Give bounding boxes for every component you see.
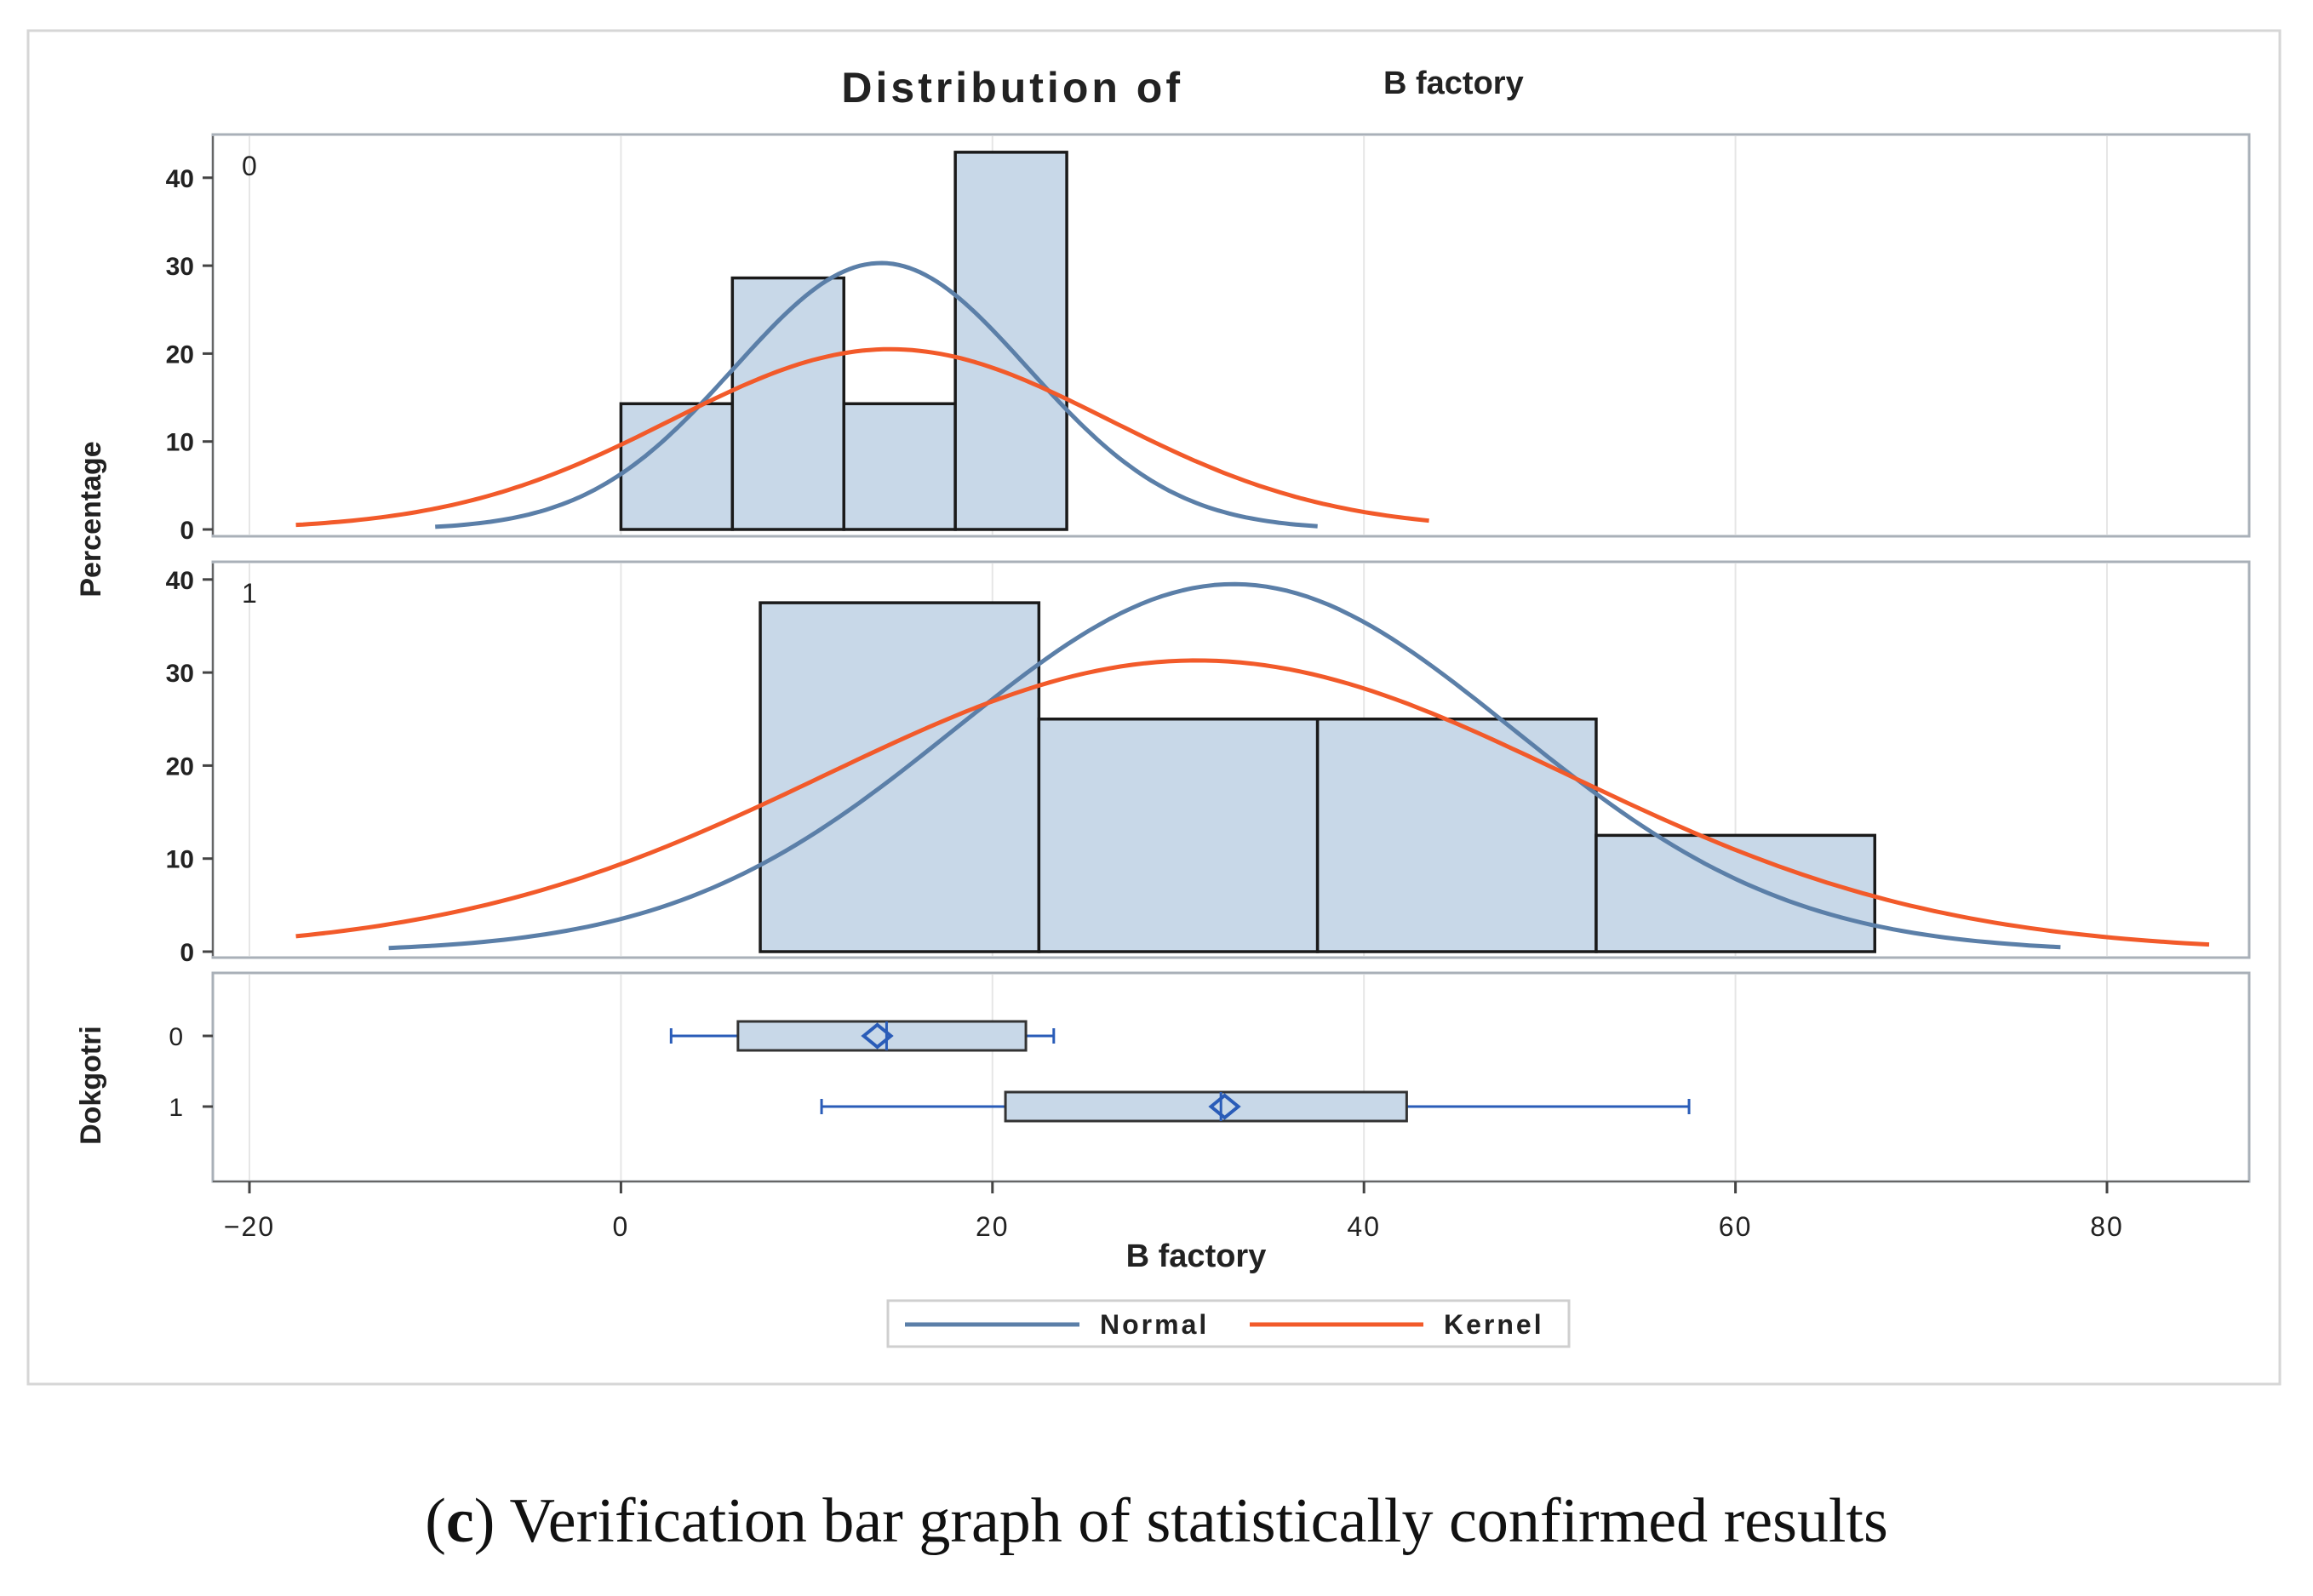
panel-0-y-tick-label-40: 40 xyxy=(166,165,194,193)
figure-caption: (c) Verification bar graph of statistica… xyxy=(425,1486,1888,1556)
panel-0-bar-3 xyxy=(953,151,1068,531)
x-tick-label-40: 40 xyxy=(1347,1211,1381,1242)
bars-layer xyxy=(619,151,1876,953)
boxplot-y-axis-label: Dokgotri xyxy=(75,1026,107,1145)
panel-1-y-tick-label-0: 0 xyxy=(180,939,194,967)
boxplot-y-tick-label-1: 1 xyxy=(169,1094,183,1122)
panel-0-bar-1 xyxy=(730,276,845,531)
chart-title-variable: B factory xyxy=(1383,66,1524,101)
panel-0-kernel-curve xyxy=(295,346,1429,528)
boxplot-layer xyxy=(669,1020,1691,1123)
box-0-mean-marker xyxy=(861,1022,894,1050)
box-1-iqr xyxy=(1004,1090,1408,1123)
panel-1-bar-0 xyxy=(759,601,1041,953)
legend-normal-label: Normal xyxy=(1100,1309,1209,1340)
panel-1-bar-3 xyxy=(1594,833,1876,953)
legend-kernel-label: Kernel xyxy=(1444,1309,1544,1340)
x-tick-label-60: 60 xyxy=(1719,1211,1753,1242)
grid-layer xyxy=(249,136,2108,1180)
box-1-mean-marker xyxy=(1208,1093,1241,1120)
panel-1-y-tick-label-20: 20 xyxy=(166,752,194,781)
x-axis-label: B factory xyxy=(1126,1238,1267,1274)
caption-label: c xyxy=(445,1486,474,1556)
boxplot-y-tick-label-0: 0 xyxy=(169,1023,183,1051)
panel-0-bar-0 xyxy=(619,402,735,531)
y-axis-label: Percentage xyxy=(75,441,107,597)
chart-title: Distribution of xyxy=(841,64,1183,112)
panel-1-normal-curve xyxy=(388,581,2061,951)
x-tick-label-20: 20 xyxy=(976,1211,1010,1242)
panel-1-y-tick-label-30: 30 xyxy=(166,660,194,688)
panel-0-y-tick-label-30: 30 xyxy=(166,253,194,281)
panel-1-y-tick-label-10: 10 xyxy=(166,846,194,874)
panel-1-group-label: 1 xyxy=(242,578,257,609)
panel-0-y-tick-label-10: 10 xyxy=(166,429,194,457)
caption-text: Verification bar graph of statistically … xyxy=(509,1486,1888,1556)
panel-0-group-label: 0 xyxy=(242,151,257,181)
x-tick-label-80: 80 xyxy=(2090,1211,2124,1242)
x-tick-label--20: −20 xyxy=(224,1211,275,1242)
panel-0-normal-curve xyxy=(435,260,1318,529)
box-0-iqr xyxy=(736,1020,1028,1052)
x-tick-label-0: 0 xyxy=(613,1211,630,1242)
panel-1-bar-1 xyxy=(1037,718,1320,953)
panel-1-kernel-curve xyxy=(295,658,2210,947)
panel-0-y-tick-label-20: 20 xyxy=(166,340,194,369)
panel-0-y-tick-label-0: 0 xyxy=(180,517,194,545)
panel-0-bar-2 xyxy=(842,402,957,531)
panel-0-frame xyxy=(211,133,2251,538)
panel-1-bar-2 xyxy=(1315,718,1598,953)
boxplot-panel-frame xyxy=(211,971,2251,1183)
curves-layer xyxy=(295,260,2210,951)
panel-1-y-tick-label-40: 40 xyxy=(166,567,194,595)
